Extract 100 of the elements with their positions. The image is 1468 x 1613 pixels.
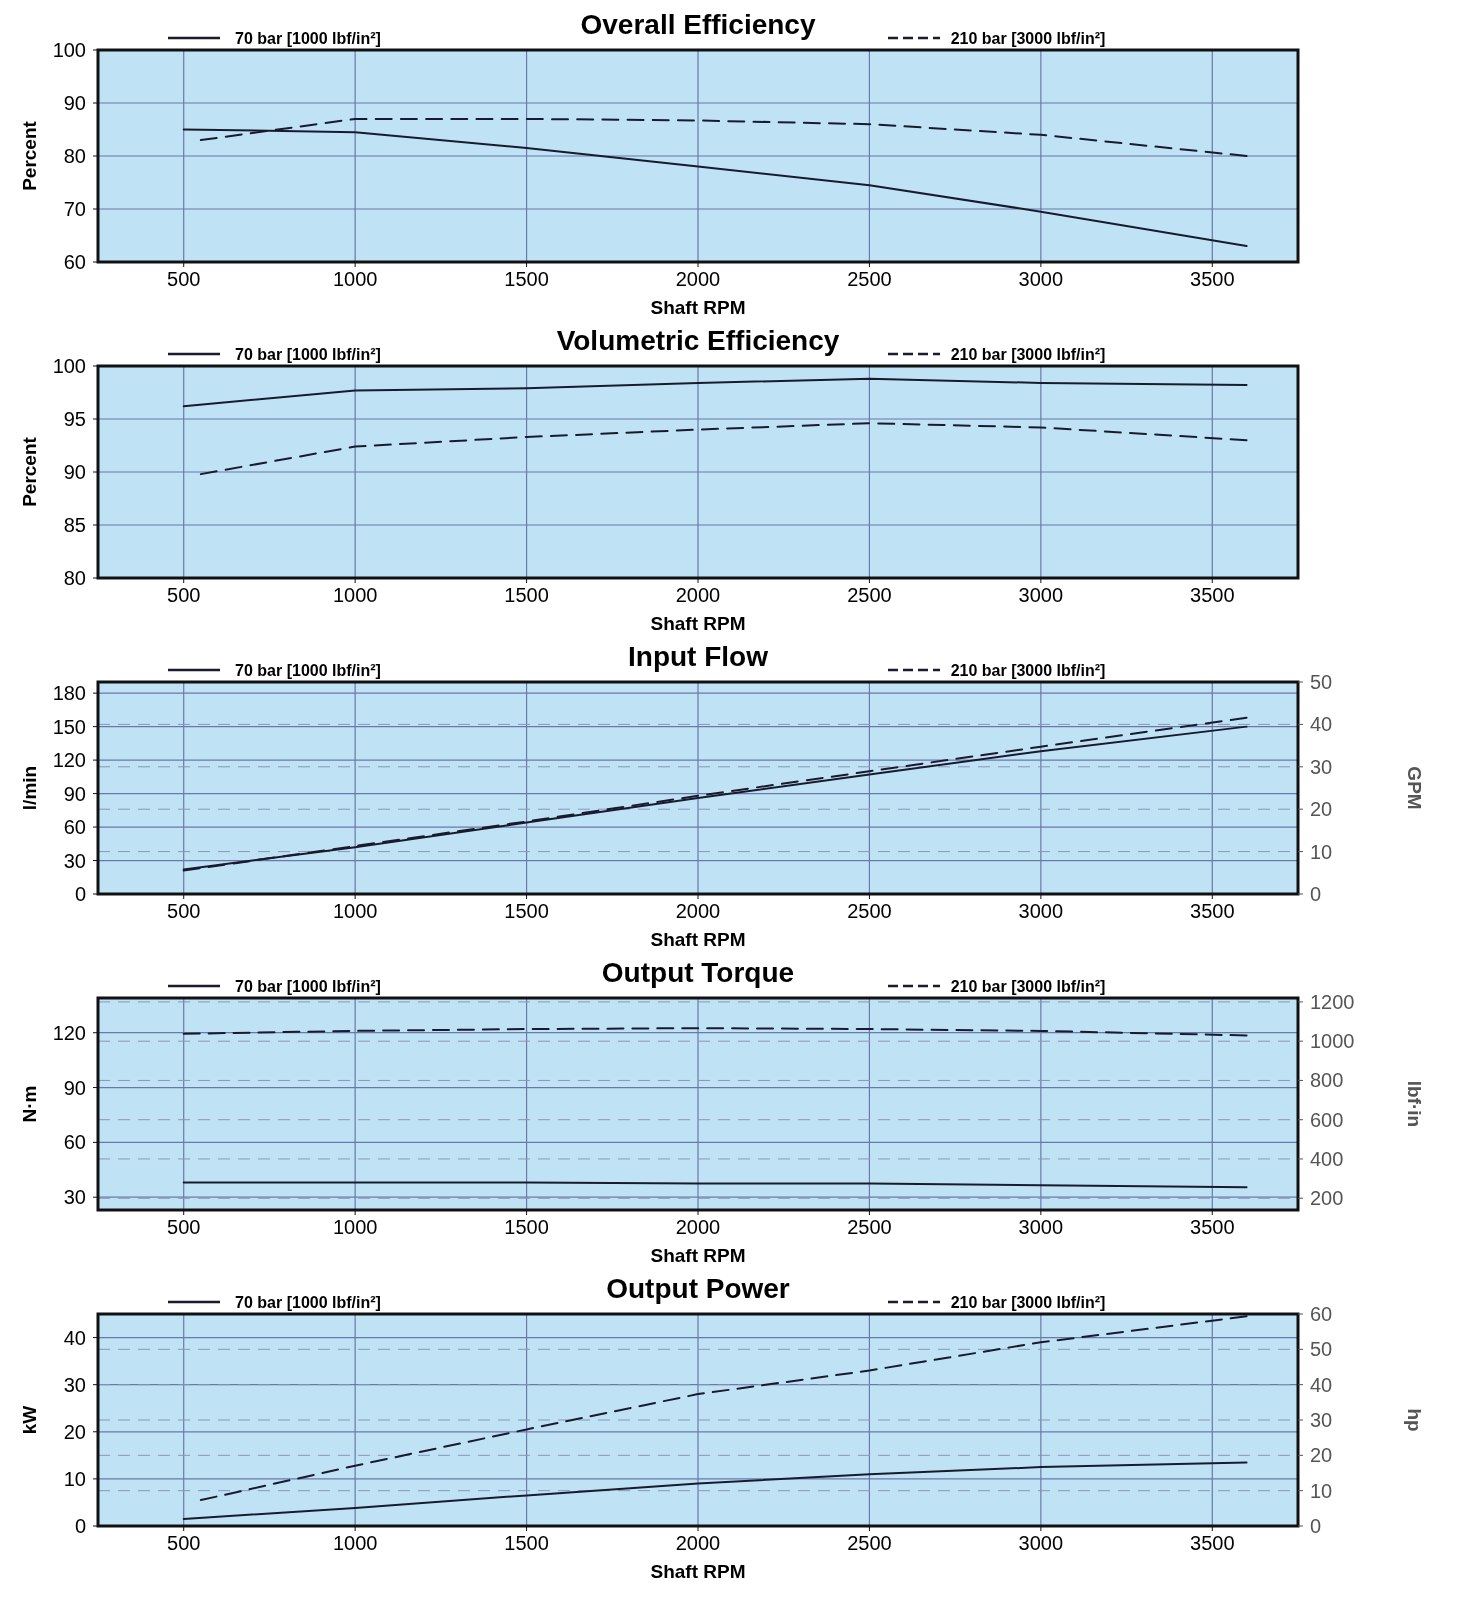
y-tick-label: 30 xyxy=(63,1186,86,1209)
x-axis-title: Shaft RPM xyxy=(650,613,746,634)
x-tick-label: 3000 xyxy=(1018,1532,1064,1554)
legend-label: 70 bar [1000 lbf/in²] xyxy=(235,1294,381,1311)
x-tick-label: 3000 xyxy=(1018,900,1064,922)
x-tick-label: 3500 xyxy=(1190,268,1235,290)
x-tick-label: 1000 xyxy=(332,584,378,606)
x-tick-label: 1500 xyxy=(504,268,549,290)
line-series xyxy=(199,422,1248,476)
legend-label: 210 bar [3000 lbf/in²] xyxy=(950,978,1106,995)
y-tick-label: 20 xyxy=(63,1420,86,1443)
x-tick-label: 2000 xyxy=(675,1532,721,1554)
y-tick-label: 70 xyxy=(63,198,86,220)
x-tick-label: 2000 xyxy=(675,268,721,290)
x-axis-title: Shaft RPM xyxy=(650,297,746,318)
x-tick-label: 2500 xyxy=(847,900,892,922)
y2-tick-label: 40 xyxy=(1310,1373,1333,1396)
y-axis-title: Percent xyxy=(19,436,40,507)
x-tick-label: 3000 xyxy=(1018,1216,1064,1238)
line-series xyxy=(182,1461,1248,1520)
y2-tick-label: 20 xyxy=(1310,798,1333,821)
y-tick-label: 90 xyxy=(63,782,86,805)
y2-axis-title: hp xyxy=(1404,1408,1425,1432)
x-tick-label: 1000 xyxy=(332,268,378,290)
y-tick-label: 120 xyxy=(52,749,86,772)
y2-tick-label: 40 xyxy=(1310,713,1333,736)
y-tick-label: 100 xyxy=(52,39,86,61)
y-axis-title: l/min xyxy=(19,765,40,811)
y2-tick-label: 1200 xyxy=(1310,990,1355,1013)
x-tick-label: 2000 xyxy=(675,900,721,922)
y-tick-label: 30 xyxy=(63,1373,86,1396)
legend-label: 70 bar [1000 lbf/in²] xyxy=(235,978,381,995)
y-tick-label: 90 xyxy=(63,92,86,114)
line-series xyxy=(199,1315,1248,1502)
x-tick-label: 1000 xyxy=(332,1216,378,1238)
y-tick-label: 95 xyxy=(63,408,86,430)
y2-tick-label: 30 xyxy=(1310,1409,1333,1431)
legend-label: 70 bar [1000 lbf/in²] xyxy=(235,30,381,47)
x-tick-label: 500 xyxy=(167,1532,201,1554)
x-tick-label: 3500 xyxy=(1190,1216,1235,1238)
y-tick-label: 10 xyxy=(63,1467,86,1490)
x-tick-label: 3500 xyxy=(1190,1532,1235,1554)
x-tick-label: 1500 xyxy=(504,900,549,922)
line-series xyxy=(182,1027,1248,1037)
x-tick-label: 2500 xyxy=(847,1216,892,1238)
x-axis-title: Shaft RPM xyxy=(650,1245,746,1266)
x-tick-label: 1500 xyxy=(504,1216,549,1238)
legend-label: 210 bar [3000 lbf/in²] xyxy=(950,1294,1106,1311)
x-tick-label: 3500 xyxy=(1190,900,1235,922)
x-tick-label: 2500 xyxy=(847,1532,892,1554)
x-tick-label: 3000 xyxy=(1018,584,1064,606)
y2-tick-label: 0 xyxy=(1310,1515,1322,1537)
y-tick-label: 100 xyxy=(52,355,86,377)
y-tick-label: 180 xyxy=(52,682,86,705)
y2-tick-label: 10 xyxy=(1310,1479,1333,1502)
y2-tick-label: 200 xyxy=(1310,1187,1344,1210)
y-tick-label: 90 xyxy=(63,461,86,483)
legend-label: 70 bar [1000 lbf/in²] xyxy=(235,662,381,679)
x-tick-label: 500 xyxy=(167,1216,201,1238)
y2-tick-label: 20 xyxy=(1310,1444,1333,1467)
chart-title: Input Flow xyxy=(628,641,769,672)
y-tick-label: 60 xyxy=(63,251,86,273)
y-tick-label: 80 xyxy=(63,567,86,589)
line-series xyxy=(182,377,1248,408)
y2-tick-label: 1000 xyxy=(1310,1030,1355,1053)
y2-axis-title: lbf·in xyxy=(1404,1080,1425,1128)
y2-tick-label: 600 xyxy=(1310,1108,1344,1131)
y-axis-title: N·m xyxy=(19,1085,40,1123)
legend-label: 210 bar [3000 lbf/in²] xyxy=(950,30,1106,47)
y2-tick-label: 800 xyxy=(1310,1069,1344,1092)
x-tick-label: 2500 xyxy=(847,584,892,606)
y2-axis-title: GPM xyxy=(1404,766,1425,810)
chart-title: Output Power xyxy=(606,1273,790,1304)
y-axis-title: Percent xyxy=(19,120,40,191)
y2-tick-label: 0 xyxy=(1310,883,1322,905)
x-tick-label: 500 xyxy=(167,584,201,606)
x-tick-label: 500 xyxy=(167,268,201,290)
y2-tick-label: 60 xyxy=(1310,1303,1333,1325)
y-tick-label: 80 xyxy=(63,145,86,167)
x-tick-label: 1500 xyxy=(504,584,549,606)
x-tick-label: 1500 xyxy=(504,1532,549,1554)
x-tick-label: 2000 xyxy=(675,1216,721,1238)
legend-label: 210 bar [3000 lbf/in²] xyxy=(950,662,1106,679)
y-tick-label: 60 xyxy=(63,1131,86,1154)
y-tick-label: 0 xyxy=(74,883,86,905)
y-tick-label: 0 xyxy=(74,1515,86,1537)
y-tick-label: 150 xyxy=(52,715,86,738)
y2-tick-label: 10 xyxy=(1310,840,1333,863)
y-tick-label: 60 xyxy=(63,816,86,839)
y-tick-label: 120 xyxy=(52,1021,86,1044)
y-tick-label: 30 xyxy=(63,849,86,872)
x-tick-label: 3500 xyxy=(1190,584,1235,606)
y-axis-title: kW xyxy=(19,1405,40,1435)
y2-tick-label: 50 xyxy=(1310,671,1333,693)
y2-tick-label: 50 xyxy=(1310,1338,1333,1361)
y-tick-label: 85 xyxy=(63,514,86,536)
y-tick-label: 40 xyxy=(63,1326,86,1349)
chart-title: Output Torque xyxy=(601,957,795,988)
x-axis-title: Shaft RPM xyxy=(650,929,746,950)
x-tick-label: 1000 xyxy=(332,900,378,922)
